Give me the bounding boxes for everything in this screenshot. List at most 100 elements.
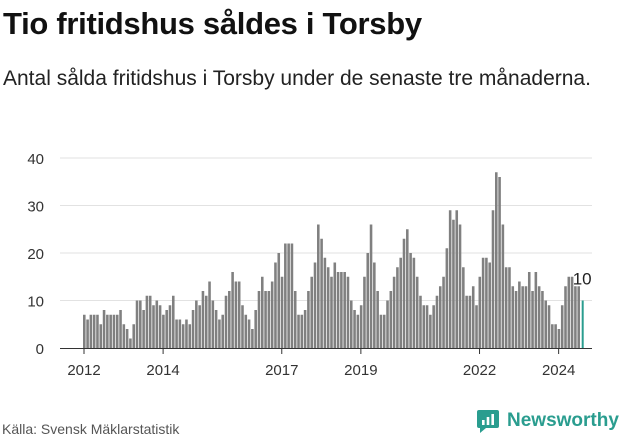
bar — [109, 314, 112, 348]
bar — [557, 329, 561, 348]
bar — [577, 286, 580, 348]
bar — [491, 210, 495, 348]
source-note: Källa: Svensk Mäklarstatistik — [2, 421, 180, 437]
bar — [224, 295, 228, 348]
bar — [498, 177, 501, 348]
bar — [270, 281, 274, 348]
bar — [531, 291, 534, 348]
bar — [508, 267, 511, 348]
bar — [290, 243, 294, 348]
bar — [142, 310, 145, 348]
bar — [129, 338, 132, 348]
bar — [162, 314, 165, 348]
newsworthy-logo-icon — [477, 410, 499, 433]
bar — [257, 291, 261, 348]
bar — [504, 267, 508, 348]
brand-logo: Newsworthy — [475, 408, 619, 434]
bar — [570, 276, 574, 348]
bar — [112, 314, 116, 348]
bar — [432, 305, 435, 348]
bar — [340, 272, 343, 348]
bar — [303, 310, 307, 348]
x-tick-label: 2014 — [146, 362, 179, 379]
bar — [343, 272, 346, 348]
bar-chart: 0 10 20 30 40 2012 2014 2017 2019 2022 2024 10 — [27, 151, 592, 379]
bar — [356, 314, 360, 348]
bar — [218, 319, 221, 348]
bar — [106, 314, 109, 348]
bar — [369, 224, 373, 348]
bar — [195, 300, 198, 348]
y-tick-label: 10 — [27, 294, 44, 311]
bar — [251, 329, 254, 348]
bar — [152, 305, 155, 348]
y-tick-label: 0 — [36, 341, 44, 358]
bar — [465, 295, 468, 348]
brand-name: Newsworthy — [507, 410, 619, 431]
bar — [481, 257, 485, 348]
bar — [260, 276, 264, 348]
bar — [175, 319, 178, 348]
bar — [382, 314, 386, 348]
bar — [231, 272, 234, 348]
bar — [346, 276, 350, 348]
bar — [419, 295, 422, 348]
x-tick-label: 2017 — [265, 362, 298, 379]
bar — [475, 305, 478, 348]
x-tick-label: 2024 — [542, 362, 575, 379]
bar — [471, 286, 475, 348]
bar — [468, 295, 472, 348]
bar — [412, 257, 416, 348]
bar — [462, 267, 465, 348]
bar — [297, 314, 300, 348]
bar — [320, 238, 323, 348]
bar — [478, 276, 482, 348]
bar — [333, 262, 337, 348]
bar — [435, 295, 439, 348]
x-tick-label: 2022 — [463, 362, 496, 379]
bar — [284, 243, 287, 348]
bar — [122, 324, 126, 348]
bar — [115, 314, 119, 348]
bar — [379, 314, 383, 348]
bar — [438, 286, 442, 348]
bar — [402, 238, 406, 348]
bar — [145, 295, 149, 348]
bar — [534, 272, 538, 348]
bar — [485, 257, 488, 348]
bar — [211, 300, 215, 348]
bar — [307, 291, 310, 348]
bar — [359, 305, 363, 348]
bar — [442, 276, 445, 348]
bar — [349, 300, 353, 348]
bar — [135, 300, 139, 348]
bar — [234, 281, 238, 348]
bar — [518, 281, 521, 348]
bar — [429, 314, 432, 348]
bar — [267, 291, 271, 348]
bar — [300, 314, 304, 348]
bar — [445, 248, 449, 348]
bar — [168, 305, 172, 348]
bar — [191, 310, 195, 348]
bar — [119, 310, 122, 348]
bar — [574, 286, 577, 348]
bar — [171, 295, 175, 348]
bar — [293, 291, 297, 348]
bar — [521, 286, 524, 348]
bar — [247, 319, 251, 348]
chart-title: Tio fritidshus såldes i Torsby — [3, 6, 422, 41]
bar — [274, 262, 277, 348]
bar — [422, 305, 426, 348]
bar — [148, 295, 152, 348]
bar — [83, 314, 86, 348]
bar — [241, 305, 244, 348]
bar-highlight — [581, 300, 584, 348]
bar — [228, 291, 231, 348]
bar — [392, 276, 396, 348]
bar — [89, 314, 93, 348]
bar — [313, 262, 317, 348]
bar — [547, 305, 551, 348]
bar — [415, 276, 419, 348]
bar — [237, 281, 241, 348]
